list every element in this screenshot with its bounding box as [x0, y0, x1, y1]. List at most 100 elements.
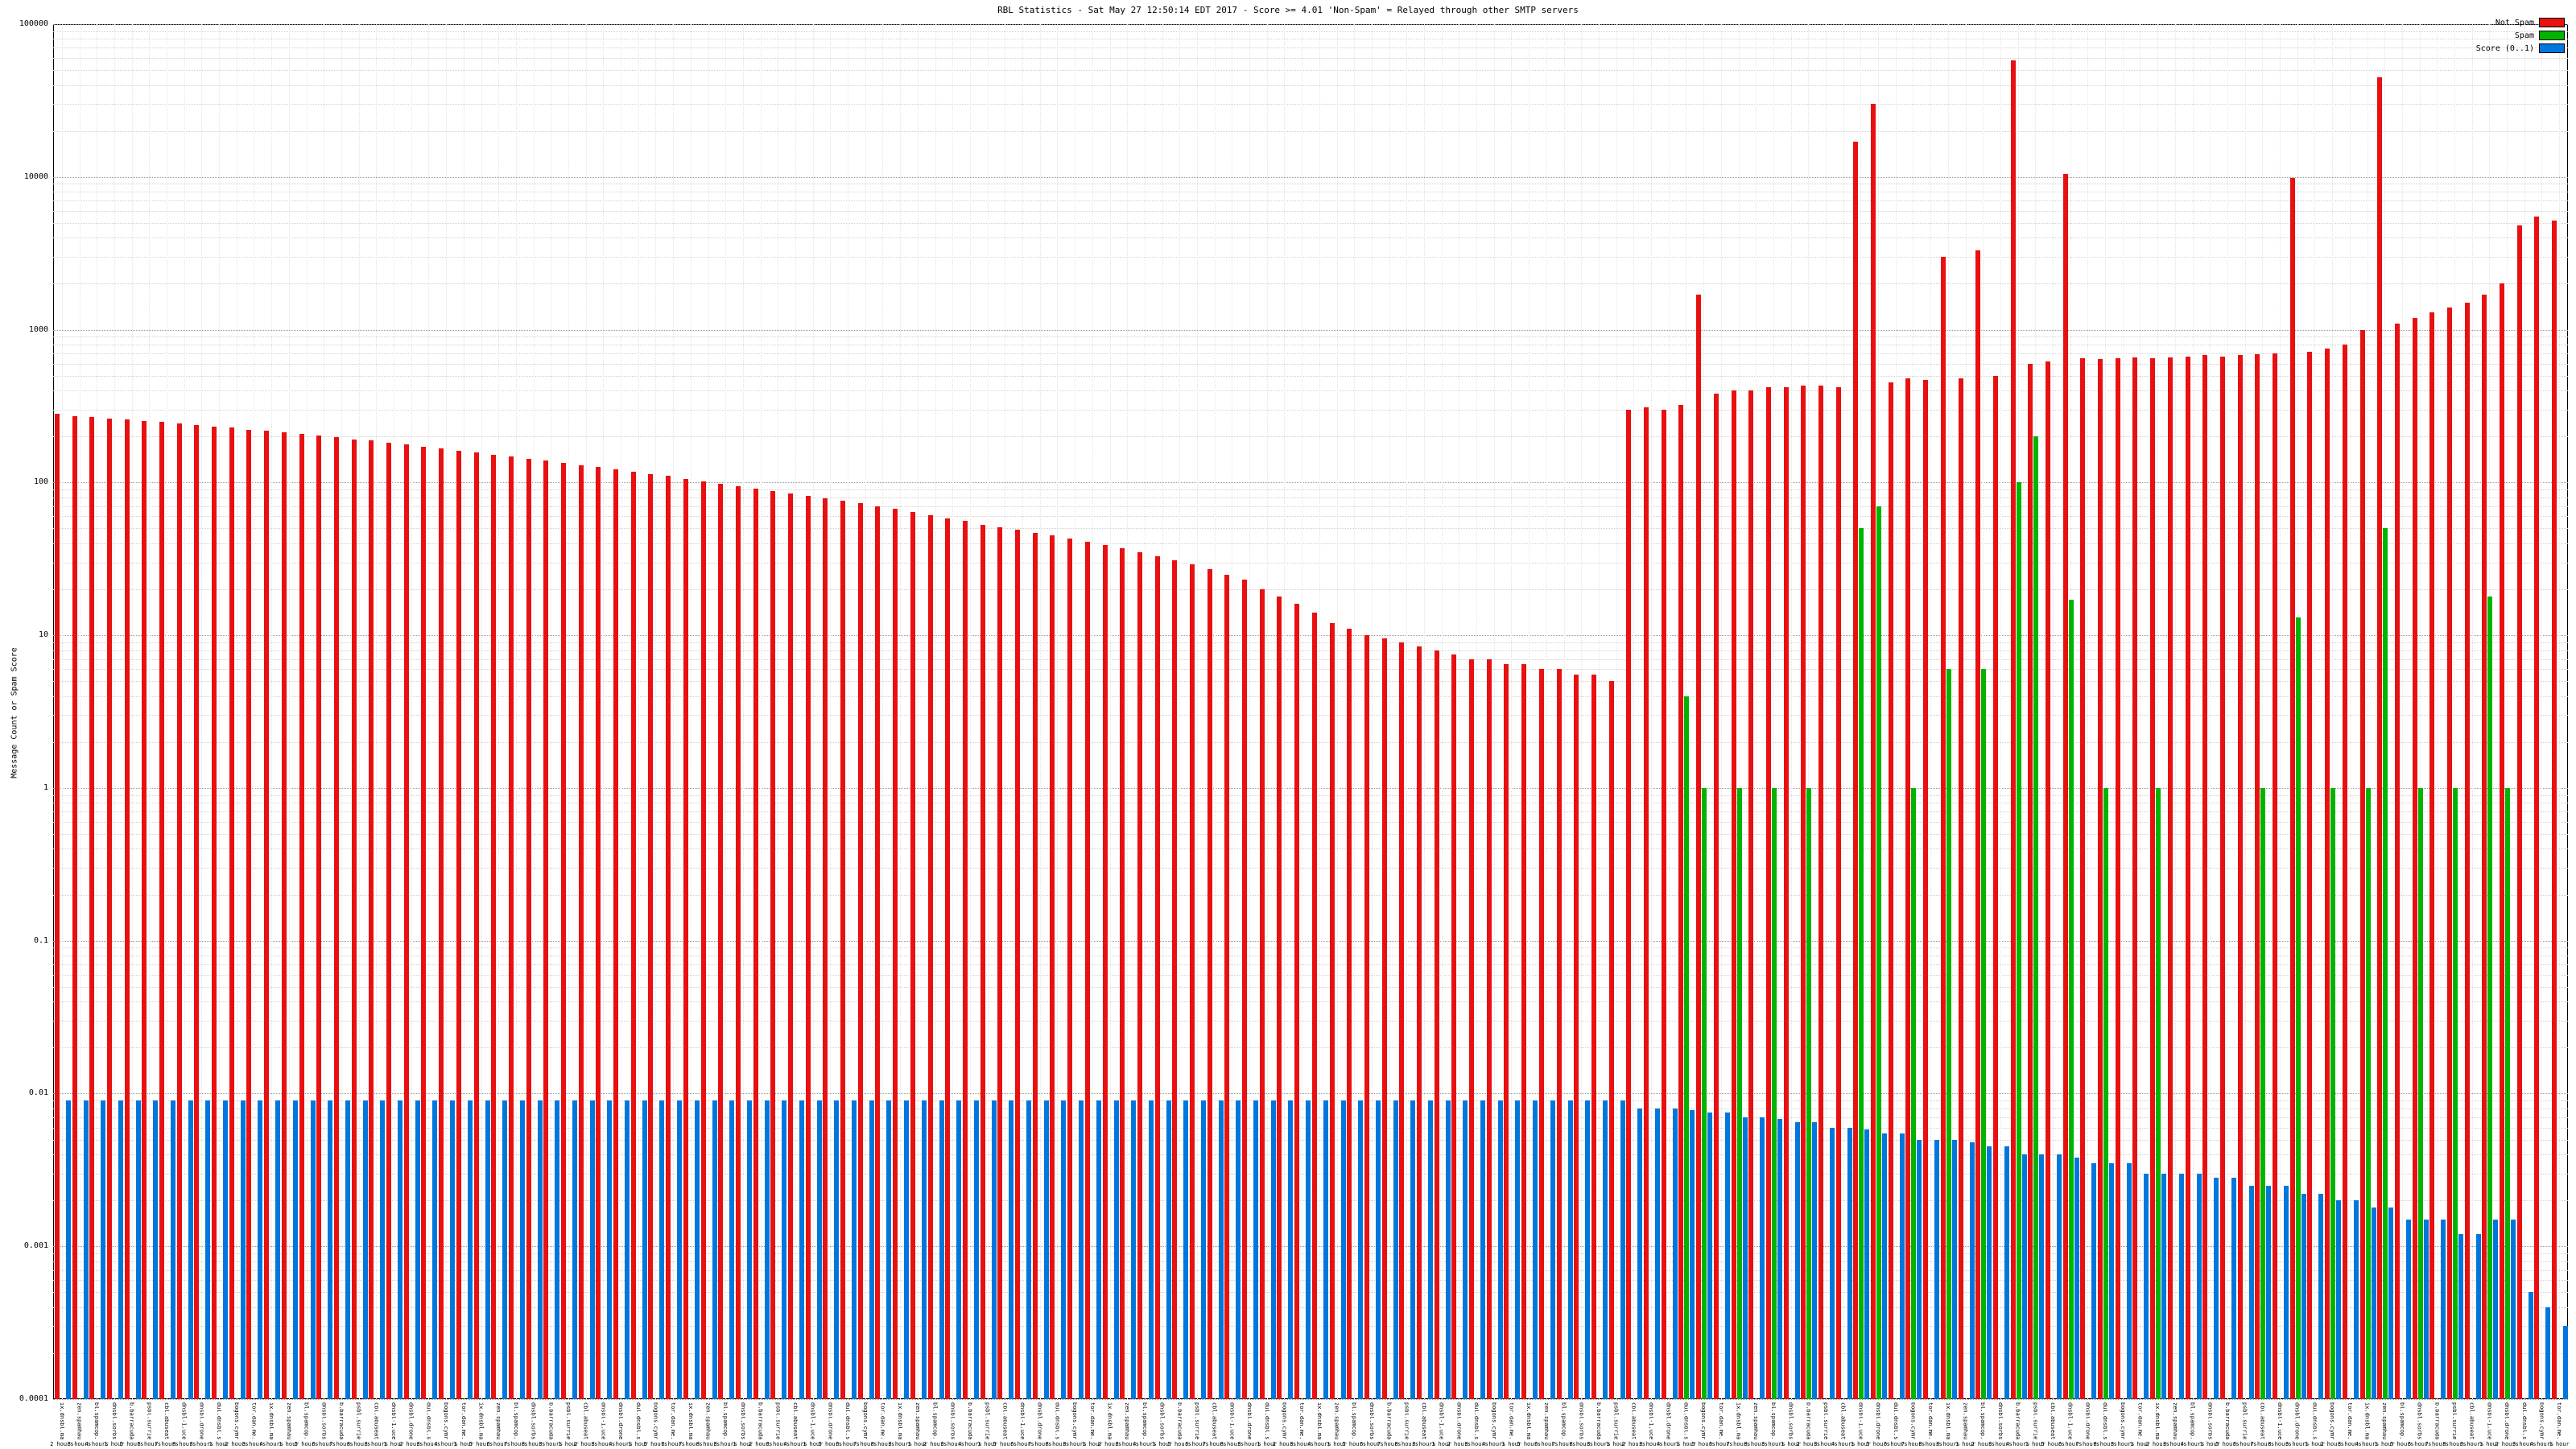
bar-not-spam	[1469, 658, 1475, 1399]
bar-score	[153, 1100, 159, 1399]
y-tick-label: 1000	[28, 324, 48, 334]
x-tick-label-rbl: bl.spamcop.net	[722, 1402, 729, 1439]
bar-not-spam	[893, 509, 898, 1399]
bar-not-spam	[1084, 541, 1090, 1399]
bar-spam	[1876, 506, 1882, 1399]
bar-not-spam	[2500, 283, 2505, 1399]
x-tick-label-hours: 8 hours	[346, 1441, 371, 1447]
bar-score	[852, 1100, 857, 1399]
x-tick-label-rbl: dnsbl.dronebl.org	[2504, 1402, 2510, 1439]
bar-score	[1585, 1100, 1591, 1399]
x-tick-label-hours: 8 hours	[870, 1441, 895, 1447]
x-tick-label-rbl: cbl.abuseat.org	[163, 1402, 169, 1439]
y-tick-label: 0.01	[28, 1088, 48, 1098]
legend-item-score: Score (0..1)	[2476, 43, 2565, 53]
bar-score	[1253, 1100, 1259, 1399]
bar-not-spam	[1067, 538, 1073, 1399]
gridline-vertical	[411, 24, 412, 1399]
gridline-vertical	[1703, 24, 1705, 1399]
gridline-vertical	[1214, 24, 1216, 1399]
x-tick-label-rbl: dnsbl-1.uceprotect.net	[181, 1402, 187, 1439]
x-tick-label-rbl: dnsbl-1.uceprotect.net	[1228, 1402, 1234, 1439]
x-tick-label-hours: 4 hours	[1482, 1441, 1506, 1447]
x-tick-label-rbl: ix.dnsbl.manitu.net	[1944, 1402, 1951, 1439]
bar-not-spam	[264, 431, 270, 1399]
legend-swatch-spam-icon	[2539, 31, 2565, 40]
gridline-vertical	[149, 24, 151, 1399]
bar-spam	[1911, 787, 1917, 1399]
bar-spam	[1806, 787, 1812, 1399]
bar-not-spam	[613, 469, 619, 1399]
bar-score	[362, 1100, 368, 1399]
gridline-vertical	[917, 24, 919, 1399]
x-tick-label-rbl: dnsbl-1.uceprotect.net	[1019, 1402, 1025, 1439]
bar-not-spam	[875, 506, 881, 1399]
x-tick-label-hours: 3 hours	[940, 1441, 964, 1447]
bar-score	[1393, 1100, 1398, 1399]
bar-not-spam	[962, 521, 968, 1399]
x-tick-label-hours: 7 hours	[504, 1441, 528, 1447]
x-tick-label-rbl: dnsbl-1.uceprotect.net	[600, 1402, 605, 1439]
x-tick-label-hours: 4 hours	[783, 1441, 807, 1447]
bar-score	[659, 1100, 665, 1399]
bar-score	[2057, 1154, 2062, 1399]
bar-score	[625, 1100, 630, 1399]
bar-score	[1236, 1100, 1241, 1399]
gridline-minor	[53, 848, 2568, 850]
x-tick-label-rbl: bogons.cymru.com	[652, 1402, 658, 1439]
bar-not-spam	[1608, 681, 1614, 1399]
x-tick-label-hours: 2 hours	[2320, 1441, 2344, 1447]
gridline-vertical	[2174, 24, 2176, 1399]
x-tick-label-hours: 6 hours	[312, 1441, 336, 1447]
bar-not-spam	[72, 415, 77, 1399]
bar-score	[537, 1100, 543, 1399]
x-tick-label-hours: 3 hours	[1464, 1441, 1488, 1447]
gridline-vertical	[1039, 24, 1041, 1399]
bar-score	[2126, 1162, 2132, 1399]
x-tick-label-rbl: cbl.abuseat.org	[1630, 1402, 1637, 1439]
bar-not-spam	[1696, 294, 1702, 1399]
gridline-major	[53, 787, 2568, 789]
bar-score	[1707, 1113, 1713, 1399]
bar-score	[1847, 1127, 1852, 1399]
x-tick-label-hours: 1 hour	[803, 1441, 824, 1447]
x-tick-label-hours: 5 hours	[2390, 1441, 2414, 1447]
x-tick-label-rbl: ix.dnsbl.manitu.net	[687, 1402, 693, 1439]
x-tick-label-hours: 3 hours	[1290, 1441, 1314, 1447]
bar-not-spam	[403, 444, 409, 1399]
x-tick-label-rbl: tor.dan.me.uk	[2136, 1402, 2143, 1439]
x-tick-label-hours: 6 hours	[2058, 1441, 2083, 1447]
x-tick-label-rbl: cbl.abuseat.org	[2050, 1402, 2055, 1439]
x-tick-label-rbl: b.barracudacentral.org	[967, 1402, 972, 1439]
x-tick-label-hours: 8 hours	[1220, 1441, 1245, 1447]
x-tick-label-rbl: ix.dnsbl.manitu.net	[58, 1402, 64, 1439]
gridline-vertical	[2280, 24, 2281, 1399]
x-tick-label-rbl: bl.spamcop.net	[1979, 1402, 1986, 1439]
bar-spam	[2156, 787, 2161, 1399]
gridline-vertical	[1249, 24, 1251, 1399]
x-tick-label-hours: 3 hours	[2459, 1441, 2484, 1447]
gridline-vertical	[585, 24, 587, 1399]
x-tick-label-rbl: dnsbl-1.uceprotect.net	[1857, 1402, 1863, 1439]
bar-not-spam	[718, 483, 724, 1399]
x-tick-label-hours: 3 hours	[1988, 1441, 2013, 1447]
x-tick-label-rbl: bl.spamcop.net	[1769, 1402, 1776, 1439]
x-tick-label-hours: 3 hours	[2163, 1441, 2187, 1447]
bar-score	[1533, 1100, 1538, 1399]
x-tick-label-rbl: bl.spamcop.net	[2189, 1402, 2195, 1439]
gridline-vertical	[568, 24, 569, 1399]
bar-not-spam	[89, 417, 95, 1399]
x-tick-label-hours: 2 hours	[1447, 1441, 1472, 1447]
gridline-minor	[53, 681, 2568, 683]
bar-score	[1882, 1133, 1888, 1399]
bar-not-spam	[2552, 220, 2557, 1399]
bar-not-spam	[106, 418, 112, 1399]
x-tick-label-rbl: tor.dan.me.uk	[670, 1402, 676, 1439]
bar-not-spam	[1538, 669, 1544, 1399]
bar-score	[2284, 1185, 2289, 1399]
x-tick-label-hours: 1 hour	[1326, 1441, 1348, 1447]
gridline-minor	[53, 642, 2568, 643]
bar-not-spam	[980, 524, 985, 1399]
x-tick-label-hours: 3 hours	[2338, 1441, 2362, 1447]
bar-score	[1428, 1100, 1433, 1399]
